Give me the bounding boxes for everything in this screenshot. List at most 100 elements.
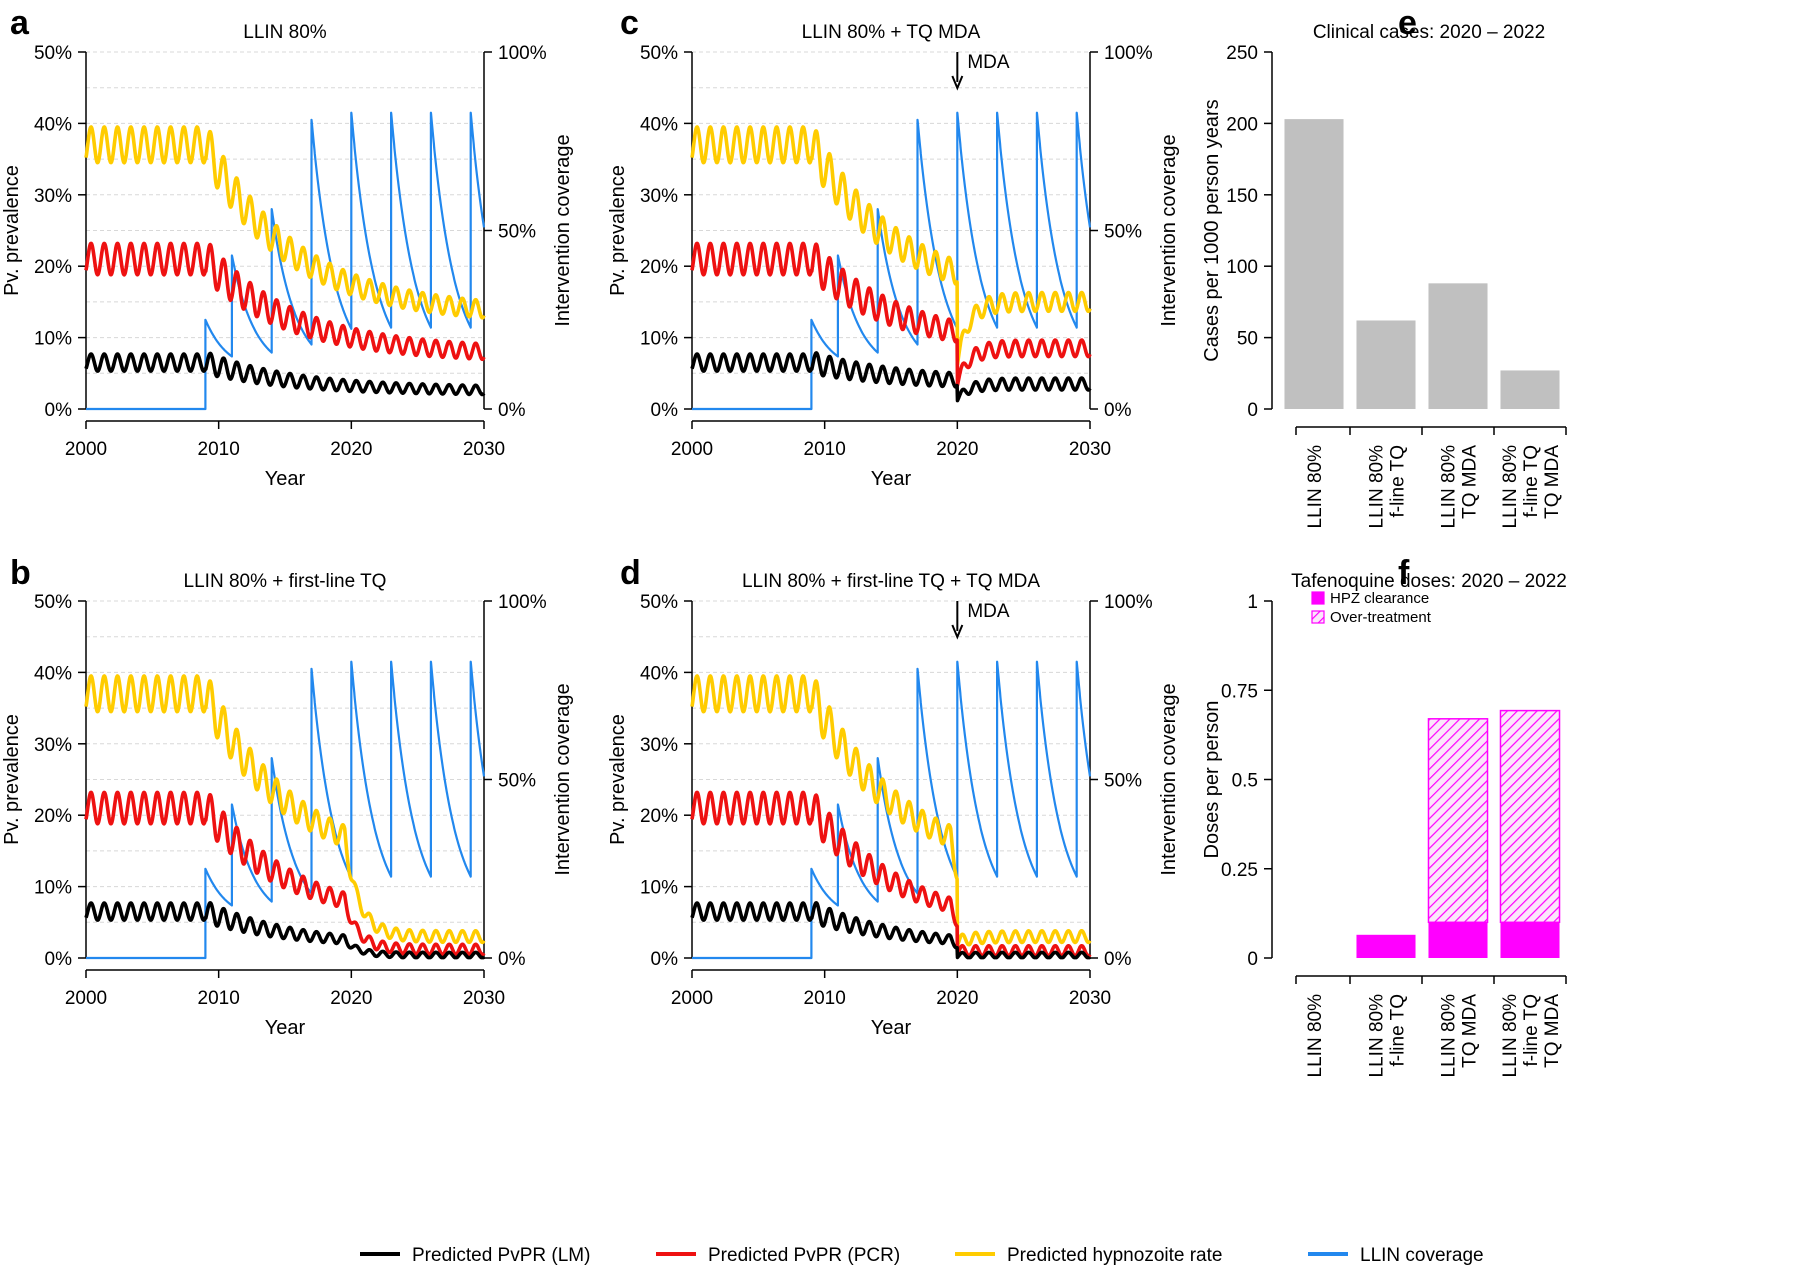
x-axis-label: Year	[265, 1017, 306, 1039]
x-tick-label: 2010	[198, 988, 240, 1009]
y-tick-label: 0%	[651, 949, 679, 970]
x-category-label: f-line TQ	[1388, 994, 1409, 1067]
x-tick-label: 2010	[198, 439, 240, 460]
x-tick-label: 2030	[463, 439, 505, 460]
y-tick-label: 20%	[640, 257, 678, 278]
y-tick-label: 40%	[640, 114, 678, 135]
x-tick-label: 2020	[330, 439, 372, 460]
y-tick-label: 20%	[640, 806, 678, 827]
figure-legend: Predicted PvPR (LM) Predicted PvPR (PCR) P…	[360, 1245, 1484, 1266]
panel-title: Tafenoquine doses: 2020 – 2022	[1291, 571, 1567, 592]
y-tick-label: 10%	[640, 329, 678, 350]
y-right-tick-label: 100%	[1104, 592, 1153, 613]
mda-label: MDA	[967, 52, 1010, 73]
x-tick-label: 2000	[671, 439, 713, 460]
series-line-hypnozoite-rate	[84, 125, 486, 320]
y-tick-label: 200	[1226, 114, 1258, 135]
x-tick-label: 2000	[671, 988, 713, 1009]
bar-hpz-clearance	[1500, 922, 1560, 958]
panel-a-line-chart: 0% 10% 20% 30% 40% 50% 0% 50% 100% 2000 2010 2020 20…	[1, 4, 574, 490]
bar-hpz-clearance	[1428, 922, 1488, 958]
x-tick-label: 2010	[804, 988, 846, 1009]
y-axis-right-label: Intervention coverage	[1158, 683, 1180, 875]
panel-c-line-chart: 0% 10% 20% 30% 40% 50% 0% 50% 100% 2000 2010 2020 20…	[607, 4, 1180, 490]
x-category-label: TQ MDA	[1542, 445, 1563, 519]
y-tick-label: 50%	[34, 592, 72, 613]
legend-label: LLIN coverage	[1360, 1245, 1484, 1266]
y-axis-label: Pv. prevalence	[1, 165, 23, 296]
y-tick-label: 10%	[640, 878, 678, 899]
y-right-tick-label: 50%	[498, 771, 536, 792]
panel-label: e	[1398, 4, 1417, 42]
y-tick-label: 0	[1247, 949, 1258, 970]
y-tick-label: 10%	[34, 878, 72, 899]
y-right-tick-label: 0%	[498, 400, 526, 421]
y-axis-right-label: Intervention coverage	[552, 683, 574, 875]
y-right-tick-label: 100%	[1104, 43, 1153, 64]
x-category-label: LLIN 80%	[1305, 445, 1326, 529]
x-tick-label: 2020	[936, 439, 978, 460]
panel-label: c	[620, 4, 639, 42]
bar-over-treatment	[1499, 709, 1561, 924]
y-axis-label: Doses per person	[1201, 701, 1223, 859]
x-tick-label: 2030	[1069, 988, 1111, 1009]
bar	[1500, 370, 1560, 409]
y-tick-label: 20%	[34, 257, 72, 278]
x-category-label: f-line TQ	[1521, 994, 1542, 1067]
x-category-label: LLIN 80%	[1367, 994, 1388, 1078]
x-category-label: LLIN 80%	[1500, 994, 1521, 1078]
inner-legend-swatch	[1311, 591, 1325, 605]
legend-label: Predicted PvPR (PCR)	[708, 1245, 900, 1266]
mda-arrow-head	[951, 75, 964, 91]
y-right-tick-label: 0%	[498, 949, 526, 970]
panel-b-line-chart: 0% 10% 20% 30% 40% 50% 0% 50% 100% 2000 2010 2020 20…	[1, 554, 574, 1039]
panel-title: LLIN 80%	[243, 22, 327, 43]
y-tick-label: 0%	[651, 400, 679, 421]
x-axis-label: Year	[871, 468, 912, 490]
mda-label: MDA	[967, 601, 1010, 622]
x-axis-label: Year	[871, 1017, 912, 1039]
legend-label: Predicted hypnozoite rate	[1007, 1245, 1222, 1266]
y-tick-label: 30%	[34, 735, 72, 756]
y-axis-label: Cases per 1000 person years	[1201, 99, 1223, 361]
x-category-label: LLIN 80%	[1439, 994, 1460, 1078]
panel-title: LLIN 80% + TQ MDA	[802, 22, 981, 43]
panel-e-bar-chart: 0 50 100 150 200 250 Cases per 1000 person yea…	[1201, 4, 1567, 529]
series-line-llin-coverage	[85, 111, 486, 411]
panel-title: LLIN 80% + first-line TQ	[184, 571, 387, 592]
y-tick-label: 30%	[34, 186, 72, 207]
y-right-tick-label: 0%	[1104, 400, 1132, 421]
panel-title: Clinical cases: 2020 – 2022	[1313, 22, 1545, 43]
x-category-label: LLIN 80%	[1305, 994, 1326, 1078]
series-line-pvpr-lm	[84, 351, 486, 397]
x-category-label: TQ MDA	[1542, 994, 1563, 1068]
x-category-label: f-line TQ	[1388, 445, 1409, 518]
y-tick-label: 50%	[640, 592, 678, 613]
panel-label: a	[10, 4, 30, 42]
y-tick-label: 250	[1226, 43, 1258, 64]
y-tick-label: 30%	[640, 735, 678, 756]
y-right-tick-label: 0%	[1104, 949, 1132, 970]
series-line-hypnozoite-rate	[84, 674, 486, 945]
y-tick-label: 0	[1247, 400, 1258, 421]
x-category-label: LLIN 80%	[1500, 445, 1521, 529]
y-tick-label: 50	[1237, 329, 1258, 350]
bar-over-treatment	[1427, 718, 1489, 924]
y-tick-label: 0%	[45, 949, 73, 970]
inner-legend-label: HPZ clearance	[1330, 590, 1429, 607]
y-axis-right-label: Intervention coverage	[552, 134, 574, 326]
series-line-llin-coverage	[85, 660, 486, 960]
inner-legend-label: Over-treatment	[1330, 609, 1432, 626]
y-axis-label: Pv. prevalence	[607, 165, 629, 296]
series-line-hypnozoite-rate	[690, 125, 1092, 367]
panel-label: d	[620, 554, 641, 592]
bar	[1428, 283, 1488, 409]
series-line-pvpr-lm	[690, 351, 1092, 403]
series-line-pvpr-lm	[84, 901, 486, 960]
y-tick-label: 100	[1226, 257, 1258, 278]
x-category-label: f-line TQ	[1521, 445, 1542, 518]
x-tick-label: 2010	[804, 439, 846, 460]
y-tick-label: 40%	[34, 114, 72, 135]
y-right-tick-label: 100%	[498, 592, 547, 613]
mda-arrow-head	[951, 624, 964, 640]
